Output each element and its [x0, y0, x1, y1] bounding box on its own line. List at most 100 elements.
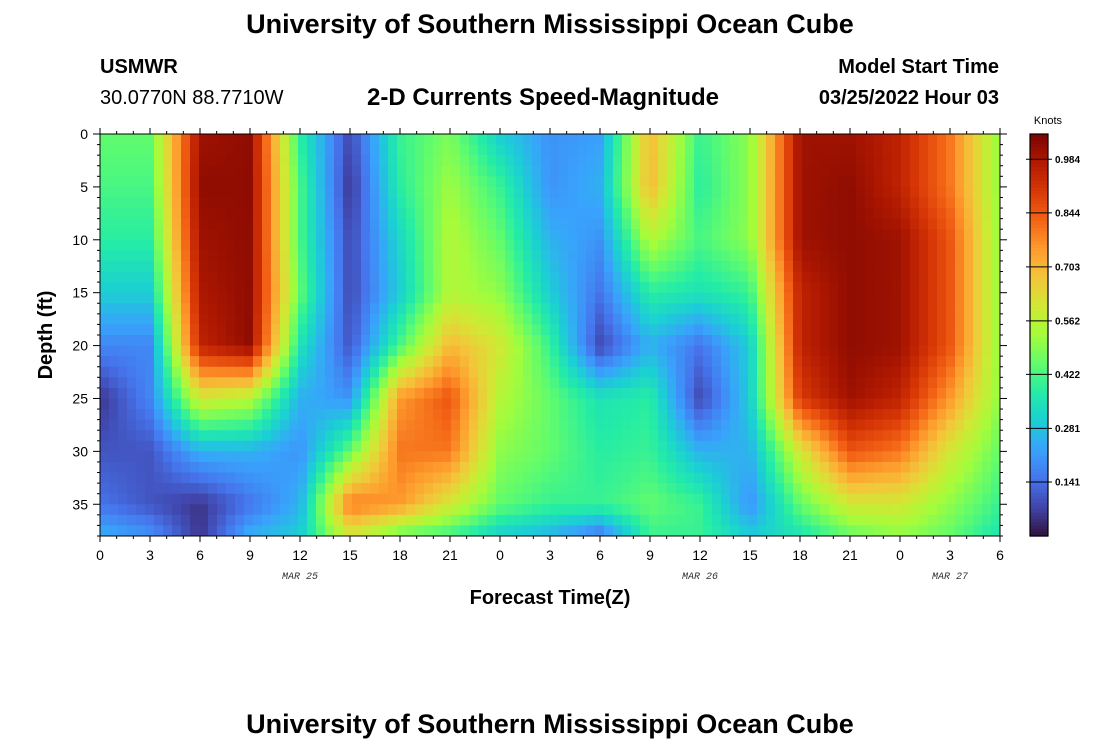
- heatmap-cell: [973, 186, 983, 199]
- heatmap-cell: [730, 525, 740, 536]
- heatmap-cell: [550, 282, 560, 294]
- heatmap-cell: [865, 239, 875, 251]
- heatmap-cell: [577, 430, 587, 442]
- heatmap-cell: [469, 356, 479, 368]
- heatmap-cell: [271, 260, 281, 273]
- heatmap-cell: [766, 409, 776, 421]
- heatmap-cell: [550, 440, 560, 452]
- heatmap-cell: [523, 483, 533, 495]
- heatmap-cell: [613, 483, 623, 495]
- heatmap-cell: [118, 461, 128, 474]
- heatmap-cell: [460, 155, 470, 167]
- heatmap-cell: [622, 472, 632, 484]
- heatmap-cell: [235, 282, 245, 294]
- heatmap-cell: [640, 186, 650, 199]
- heatmap-cell: [307, 387, 317, 400]
- heatmap-cell: [442, 335, 452, 347]
- heatmap-cell: [829, 398, 839, 410]
- heatmap-cell: [334, 419, 344, 431]
- heatmap-cell: [199, 472, 209, 484]
- heatmap-cell: [334, 366, 344, 378]
- heatmap-cell: [703, 356, 713, 368]
- heatmap-cell: [874, 303, 884, 315]
- heatmap-cell: [379, 186, 389, 199]
- heatmap-cell: [442, 239, 452, 251]
- heatmap-cell: [811, 324, 821, 336]
- heatmap-cell: [289, 430, 299, 442]
- heatmap-cell: [451, 229, 461, 241]
- heatmap-cell: [424, 176, 434, 188]
- heatmap-cell: [199, 483, 209, 495]
- heatmap-cell: [793, 356, 803, 368]
- x-tick-label: 12: [692, 547, 708, 563]
- heatmap-cell: [208, 292, 218, 304]
- heatmap-cell: [316, 345, 326, 357]
- heatmap-cell: [937, 387, 947, 400]
- heatmap-cell: [172, 144, 182, 156]
- heatmap-cell: [550, 451, 560, 463]
- heatmap-cell: [766, 472, 776, 484]
- heatmap-cell: [973, 250, 983, 262]
- heatmap-cell: [118, 345, 128, 357]
- heatmap-cell: [379, 409, 389, 421]
- heatmap-cell: [460, 313, 470, 326]
- heatmap-cell: [334, 461, 344, 474]
- heatmap-cell: [991, 419, 1000, 431]
- heatmap-cell: [451, 250, 461, 262]
- heatmap-cell: [298, 366, 308, 378]
- heatmap-cell: [271, 335, 281, 347]
- heatmap-cell: [577, 155, 587, 167]
- heatmap-cell: [973, 377, 983, 389]
- heatmap-cell: [415, 165, 425, 177]
- heatmap-cell: [604, 282, 614, 294]
- heatmap-cell: [388, 345, 398, 357]
- heatmap-cell: [226, 387, 236, 400]
- heatmap-cell: [901, 514, 911, 527]
- heatmap-cell: [838, 440, 848, 452]
- heatmap-cell: [343, 155, 353, 167]
- heatmap-cell: [901, 356, 911, 368]
- heatmap-cell: [496, 176, 506, 188]
- heatmap-cell: [730, 144, 740, 156]
- heatmap-cell: [910, 430, 920, 442]
- heatmap-cell: [478, 451, 488, 463]
- heatmap-cell: [892, 186, 902, 199]
- heatmap-cell: [118, 387, 128, 400]
- heatmap-cell: [622, 409, 632, 421]
- heatmap-cell: [757, 419, 767, 431]
- heatmap-cell: [586, 303, 596, 315]
- heatmap-cell: [838, 387, 848, 400]
- heatmap-cell: [640, 229, 650, 241]
- heatmap-cell: [523, 155, 533, 167]
- heatmap-cell: [856, 504, 866, 516]
- heatmap-cell: [406, 514, 416, 527]
- heatmap-cell: [874, 197, 884, 209]
- heatmap-cell: [847, 176, 857, 188]
- heatmap-cell: [190, 134, 200, 146]
- heatmap-cell: [244, 165, 254, 177]
- heatmap-cell: [640, 525, 650, 536]
- heatmap-cell: [370, 440, 380, 452]
- heatmap-cell: [649, 303, 659, 315]
- heatmap-cell: [388, 472, 398, 484]
- heatmap-cell: [361, 461, 371, 474]
- heatmap-cell: [991, 239, 1000, 251]
- heatmap-cell: [442, 165, 452, 177]
- heatmap-cell: [244, 419, 254, 431]
- heatmap-cell: [253, 356, 263, 368]
- heatmap-cell: [514, 134, 524, 146]
- heatmap-cell: [289, 356, 299, 368]
- heatmap-cell: [694, 493, 704, 505]
- heatmap-cell: [829, 303, 839, 315]
- heatmap-cell: [973, 430, 983, 442]
- heatmap-cell: [118, 377, 128, 389]
- heatmap-cell: [568, 176, 578, 188]
- heatmap-cell: [478, 472, 488, 484]
- heatmap-cell: [316, 430, 326, 442]
- heatmap-cell: [595, 186, 605, 199]
- heatmap-cell: [631, 155, 641, 167]
- heatmap-cell: [154, 440, 164, 452]
- heatmap-cell: [568, 366, 578, 378]
- heatmap-cell: [370, 324, 380, 336]
- heatmap-cell: [991, 144, 1000, 156]
